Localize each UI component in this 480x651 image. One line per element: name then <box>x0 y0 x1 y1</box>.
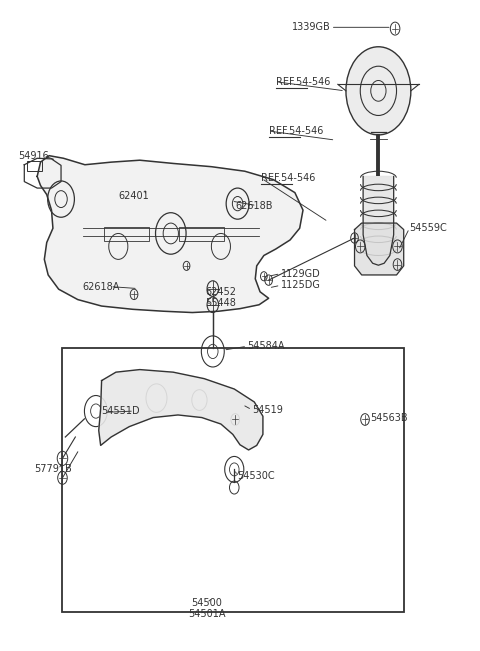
Text: 54559C: 54559C <box>409 223 447 233</box>
Text: REF.54-546: REF.54-546 <box>276 77 330 87</box>
Text: 62452: 62452 <box>205 287 237 297</box>
Text: 55448: 55448 <box>205 298 237 308</box>
Text: 1125DG: 1125DG <box>281 281 321 290</box>
Bar <box>62 348 404 612</box>
Circle shape <box>192 390 207 410</box>
Text: 1129GD: 1129GD <box>281 269 320 279</box>
Bar <box>27 161 42 171</box>
Polygon shape <box>37 156 303 312</box>
Text: 62618B: 62618B <box>235 201 273 210</box>
Text: 62401: 62401 <box>118 191 149 201</box>
Text: 62618A: 62618A <box>83 282 120 292</box>
Text: 54584A: 54584A <box>247 341 285 352</box>
Text: 1339GB: 1339GB <box>292 22 331 33</box>
Polygon shape <box>363 176 394 265</box>
Text: 54501A: 54501A <box>188 609 225 619</box>
Text: REF.54-546: REF.54-546 <box>269 126 323 136</box>
Text: 57791B: 57791B <box>34 464 72 475</box>
Text: 54530C: 54530C <box>238 471 275 481</box>
Text: 54563B: 54563B <box>370 413 408 422</box>
Bar <box>104 227 149 242</box>
Text: 54519: 54519 <box>252 405 283 415</box>
Text: REF.54-546: REF.54-546 <box>262 173 316 184</box>
Bar <box>179 227 224 242</box>
Circle shape <box>146 384 167 412</box>
Polygon shape <box>99 370 263 450</box>
Text: 54916: 54916 <box>18 150 49 161</box>
Polygon shape <box>355 223 404 275</box>
Text: 54500: 54500 <box>191 598 222 608</box>
Circle shape <box>346 47 411 135</box>
Text: 54551D: 54551D <box>102 406 140 416</box>
